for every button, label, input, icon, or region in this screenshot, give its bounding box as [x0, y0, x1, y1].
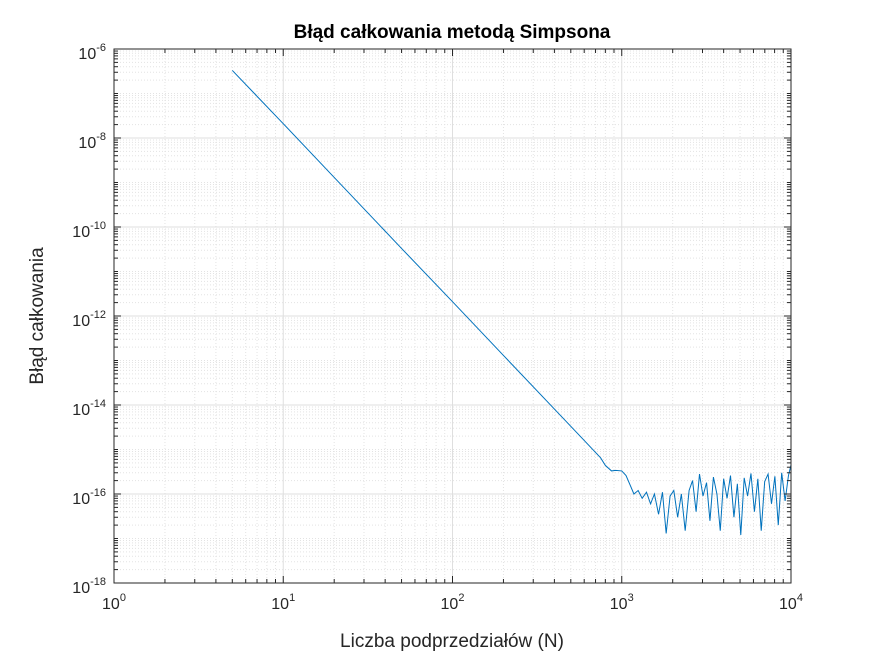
x-tick-label: 101 — [271, 592, 295, 613]
y-tick-label: 10-12 — [72, 309, 106, 330]
y-tick-label: 10-10 — [72, 220, 106, 241]
y-tick-label: 10-18 — [72, 576, 106, 597]
x-tick-label: 104 — [779, 592, 803, 613]
y-tick-label: 10-16 — [72, 487, 106, 508]
axis-ticks — [113, 48, 792, 584]
y-tick-labels: 10-18 10-16 10-14 10-12 10-10 10-8 10-6 — [72, 42, 106, 597]
series-line — [231, 70, 792, 536]
x-tick-label: 102 — [441, 592, 465, 613]
y-axis-label: Błąd całkowania — [27, 247, 48, 385]
y-tick-label: 10-14 — [72, 398, 106, 419]
chart-title: Błąd całkowania metodą Simpsona — [294, 22, 611, 43]
x-tick-label: 100 — [102, 592, 126, 613]
x-tick-labels: 100 101 102 103 104 — [102, 592, 803, 613]
y-tick-label: 10-6 — [78, 42, 106, 63]
x-tick-label: 103 — [610, 592, 634, 613]
x-axis-label: Liczba podprzedziałów (N) — [340, 631, 564, 652]
y-tick-label: 10-8 — [78, 131, 106, 152]
